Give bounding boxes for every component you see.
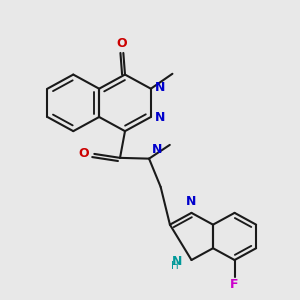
Text: O: O [79, 147, 89, 160]
Text: H: H [171, 261, 179, 271]
Text: N: N [186, 195, 197, 208]
Text: N: N [152, 143, 162, 156]
Text: N: N [155, 81, 165, 94]
Text: O: O [116, 37, 127, 50]
Text: N: N [155, 111, 165, 124]
Text: F: F [230, 278, 239, 292]
Text: N: N [172, 256, 182, 268]
